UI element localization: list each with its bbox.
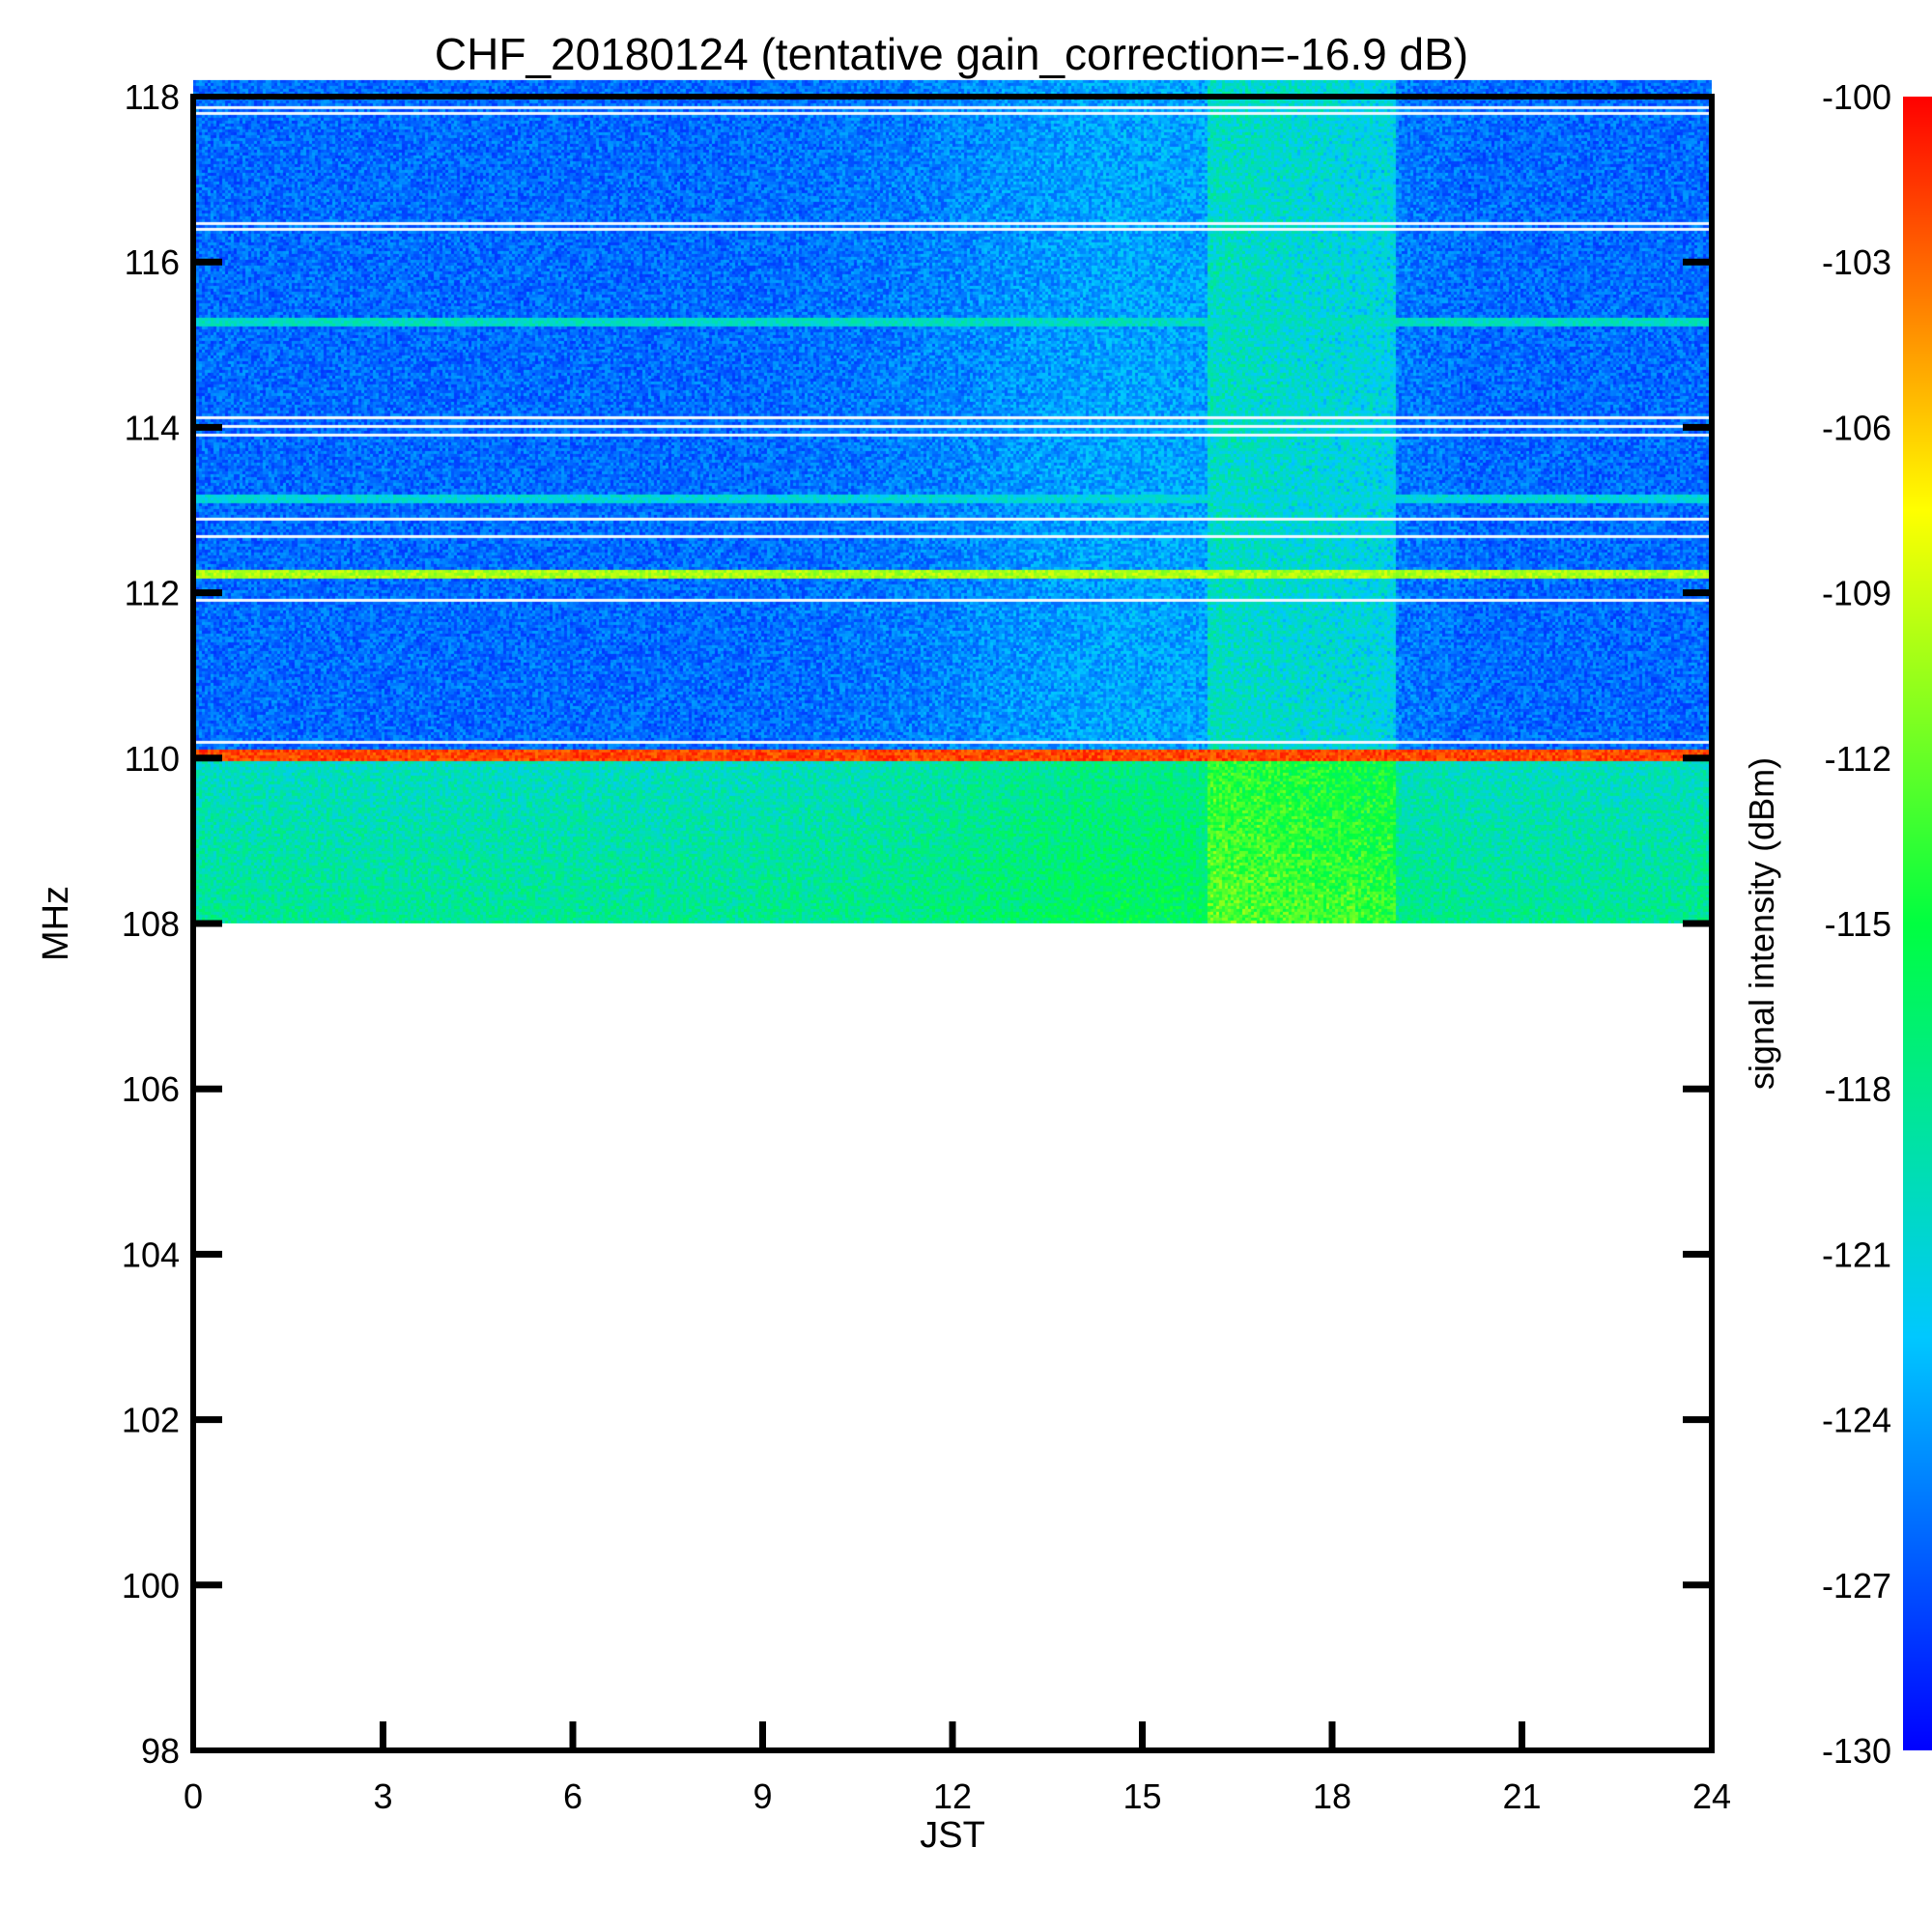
colorbar-tick-label: -103 bbox=[1822, 242, 1891, 282]
y-axis-label: MHz bbox=[36, 886, 76, 961]
x-tick-label: 18 bbox=[1313, 1776, 1351, 1816]
y-tick-label: 98 bbox=[141, 1731, 180, 1771]
colorbar-tick-label: -130 bbox=[1822, 1731, 1891, 1771]
y-tick-label: 104 bbox=[122, 1235, 180, 1274]
y-tick-label: 106 bbox=[122, 1069, 180, 1109]
colorbar bbox=[1903, 97, 1932, 1750]
y-tick-label: 108 bbox=[122, 904, 180, 944]
colorbar-tick-label: -106 bbox=[1822, 408, 1891, 447]
colorbar-ticks: -100 -103 -106 -109 -112 -115 -118 -121 -124 -127… bbox=[1822, 77, 1891, 1771]
x-tick-label: 15 bbox=[1122, 1776, 1161, 1816]
x-axis: 0 3 6 9 12 15 18 21 24 bbox=[184, 1721, 1731, 1816]
colorbar-tick-label: -109 bbox=[1822, 574, 1891, 613]
x-tick-label: 12 bbox=[933, 1776, 972, 1816]
x-tick-label: 21 bbox=[1502, 1776, 1541, 1816]
colorbar-tick-label: -127 bbox=[1822, 1566, 1891, 1605]
x-axis-label: JST bbox=[920, 1815, 985, 1856]
y-tick-label: 110 bbox=[125, 739, 180, 779]
colorbar-tick-label: -115 bbox=[1825, 904, 1891, 944]
heatmap-image bbox=[193, 79, 1712, 923]
heatmap-data bbox=[193, 79, 1712, 923]
y-tick-label: 100 bbox=[122, 1566, 180, 1605]
y-axis: 98 100 102 104 106 108 110 112 114 116 118 bbox=[122, 77, 1712, 1771]
colorbar-tick-label: -112 bbox=[1825, 739, 1891, 779]
x-tick-label: 3 bbox=[373, 1776, 392, 1816]
colorbar-label: signal intensity (dBm) bbox=[1742, 757, 1781, 1090]
colorbar-tick-label: -100 bbox=[1822, 77, 1891, 117]
y-tick-label: 114 bbox=[125, 408, 180, 447]
x-tick-label: 6 bbox=[563, 1776, 582, 1816]
x-tick-label: 24 bbox=[1692, 1776, 1731, 1816]
y-tick-label: 118 bbox=[125, 77, 180, 117]
y-tick-label: 116 bbox=[125, 242, 180, 282]
y-tick-label: 102 bbox=[122, 1401, 180, 1440]
colorbar-tick-label: -121 bbox=[1822, 1235, 1891, 1274]
colorbar-tick-label: -124 bbox=[1822, 1401, 1891, 1440]
x-tick-label: 9 bbox=[753, 1776, 772, 1816]
colorbar-tick-label: -118 bbox=[1825, 1069, 1891, 1109]
x-tick-label: 0 bbox=[184, 1776, 203, 1816]
chart-title: CHF_20180124 (tentative gain_correction=… bbox=[435, 29, 1468, 79]
y-tick-label: 112 bbox=[125, 574, 180, 613]
